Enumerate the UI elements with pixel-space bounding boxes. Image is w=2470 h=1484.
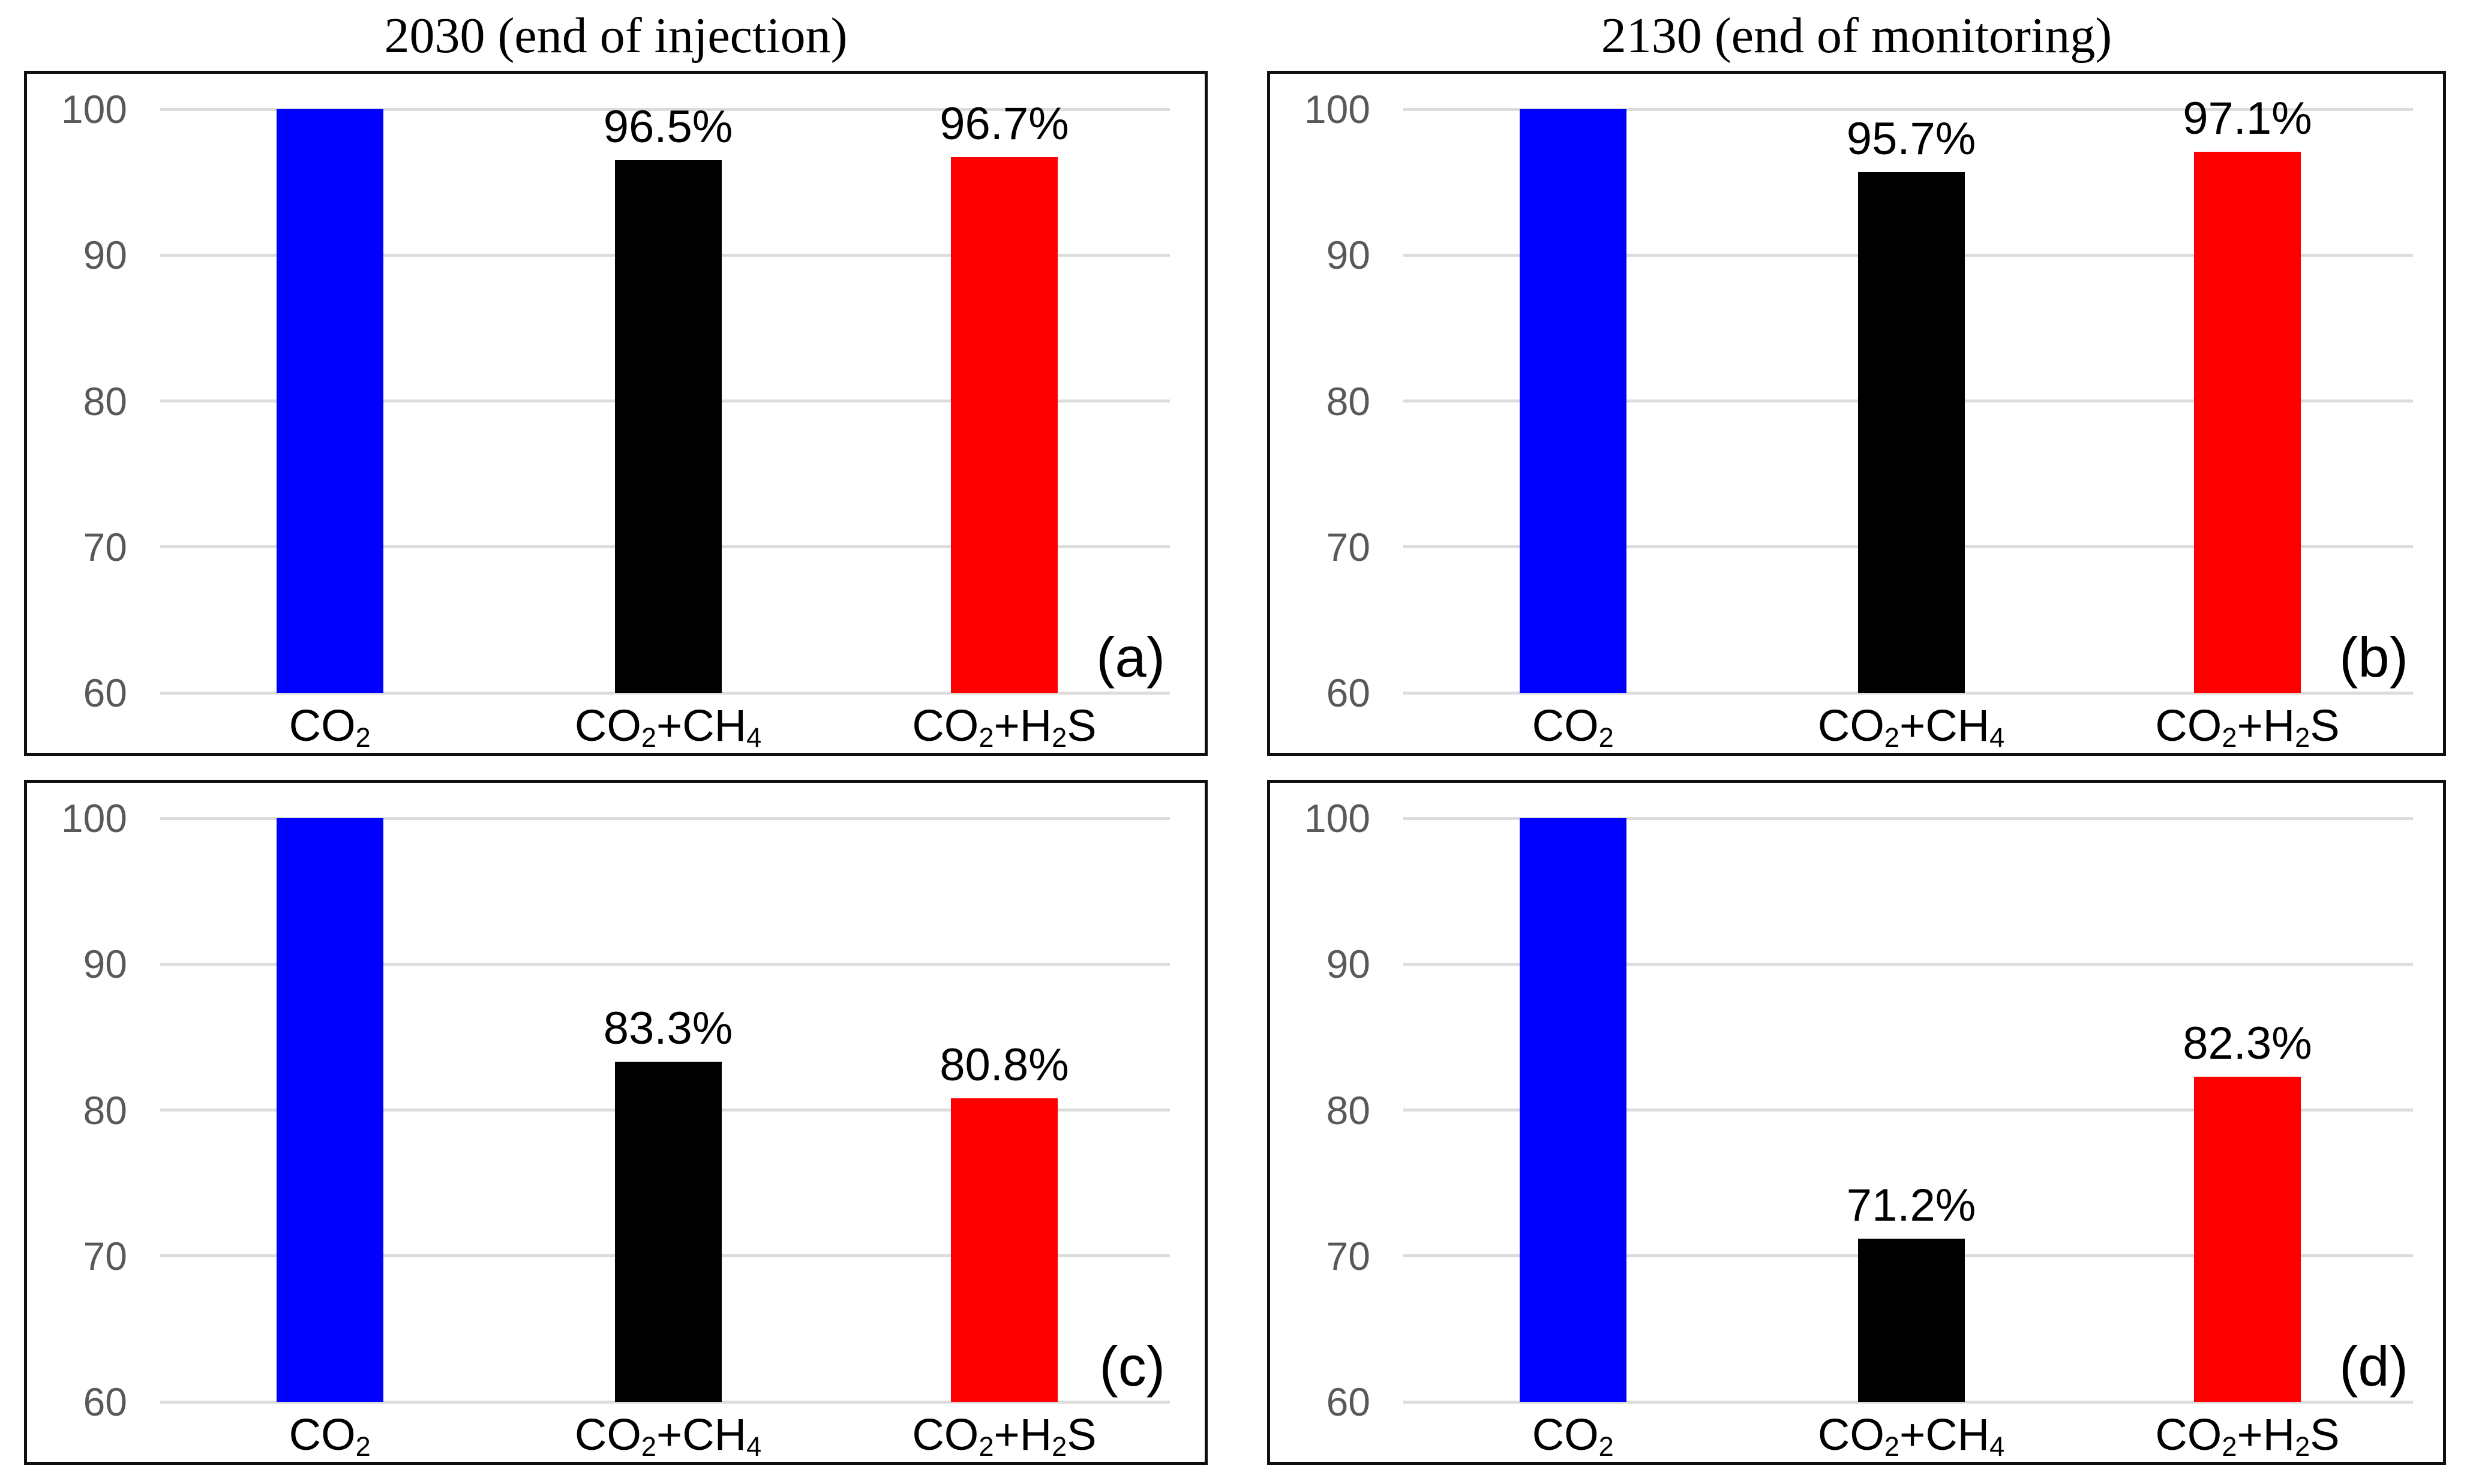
gridline bbox=[1403, 816, 2413, 820]
chart-panel-a: (a) 100 90 80 70 60 CO2 96.5% CO2+CH4 96.7% CO2+H… bbox=[24, 71, 1208, 756]
y-tick-label: 100 bbox=[1304, 796, 1370, 840]
chart-panel-c: (c) 100 90 80 70 60 CO2 83.3% CO2+CH4 80.8% CO2+H… bbox=[24, 780, 1208, 1465]
y-tick-label: 70 bbox=[83, 524, 127, 569]
x-axis-label: CO2+H2S bbox=[2155, 701, 2340, 753]
y-tick-label: 60 bbox=[83, 1380, 127, 1424]
y-tick-label: 90 bbox=[83, 942, 127, 987]
gridline bbox=[160, 691, 1170, 695]
bar-co2-ch4 bbox=[614, 160, 722, 693]
bar-co2 bbox=[276, 109, 383, 693]
gridline bbox=[1403, 1109, 2413, 1112]
right-column-title: 2130 (end of monitoring) bbox=[1601, 8, 2112, 64]
bar-value-label: 83.3% bbox=[603, 1003, 733, 1055]
gridline bbox=[160, 107, 1170, 111]
gridline bbox=[1403, 107, 2413, 111]
bar-co2 bbox=[1519, 109, 1626, 693]
bar-co2-h2s bbox=[2193, 1076, 2301, 1402]
gridline bbox=[160, 816, 1170, 820]
x-axis-label: CO2+CH4 bbox=[1817, 1410, 2005, 1462]
bar-co2-h2s bbox=[950, 157, 1058, 693]
bar-co2-ch4 bbox=[614, 1062, 722, 1402]
x-axis-label: CO2+H2S bbox=[912, 701, 1097, 753]
x-axis-label: CO2+H2S bbox=[2155, 1410, 2340, 1462]
y-tick-label: 90 bbox=[83, 233, 127, 278]
plot-area: (c) 100 90 80 70 60 CO2 83.3% CO2+CH4 80.8% CO2+H… bbox=[61, 798, 1170, 1460]
panel-letter-a: (a) bbox=[1096, 626, 1165, 689]
bar-value-label: 71.2% bbox=[1846, 1179, 1976, 1231]
bar-value-label: 96.7% bbox=[940, 98, 1069, 150]
bar-co2 bbox=[276, 818, 383, 1402]
panel-letter-d: (d) bbox=[2339, 1335, 2408, 1398]
x-axis-label: CO2+CH4 bbox=[1817, 701, 2005, 753]
bar-value-label: 96.5% bbox=[603, 101, 733, 153]
panel-letter-b: (b) bbox=[2339, 626, 2408, 689]
left-column-title: 2030 (end of injection) bbox=[384, 8, 848, 64]
bar-co2-h2s bbox=[2193, 151, 2301, 693]
bar-value-label: 97.1% bbox=[2183, 92, 2312, 144]
bar-value-label: 95.7% bbox=[1846, 113, 1976, 164]
y-tick-label: 60 bbox=[1326, 671, 1370, 715]
y-tick-label: 80 bbox=[83, 378, 127, 423]
y-tick-label: 100 bbox=[1304, 87, 1370, 131]
gridline bbox=[1403, 1400, 2413, 1404]
y-tick-label: 100 bbox=[61, 87, 127, 131]
y-tick-label: 60 bbox=[83, 671, 127, 715]
gridline bbox=[1403, 691, 2413, 695]
x-axis-label: CO2 bbox=[1532, 1410, 1614, 1462]
bar-value-label: 82.3% bbox=[2183, 1017, 2312, 1069]
y-tick-label: 80 bbox=[1326, 1088, 1370, 1132]
gridline bbox=[160, 962, 1170, 966]
bar-co2-ch4 bbox=[1857, 1238, 1965, 1402]
x-axis-label: CO2 bbox=[1532, 701, 1614, 753]
x-axis-label: CO2 bbox=[289, 701, 371, 753]
bar-co2 bbox=[1519, 818, 1626, 1402]
x-axis-label: CO2+CH4 bbox=[574, 701, 762, 753]
y-tick-label: 70 bbox=[1326, 1233, 1370, 1278]
bar-value-label: 80.8% bbox=[940, 1040, 1069, 1091]
chart-panel-d: (d) 100 90 80 70 60 CO2 71.2% CO2+CH4 82.3% CO2+H… bbox=[1267, 780, 2446, 1465]
y-tick-label: 70 bbox=[83, 1233, 127, 1278]
bar-co2-ch4 bbox=[1857, 172, 1965, 693]
x-axis-label: CO2+H2S bbox=[912, 1410, 1097, 1462]
y-tick-label: 90 bbox=[1326, 942, 1370, 987]
gridline bbox=[160, 1400, 1170, 1404]
bar-co2-h2s bbox=[950, 1098, 1058, 1402]
y-tick-label: 90 bbox=[1326, 233, 1370, 278]
gridline bbox=[1403, 962, 2413, 966]
chart-panel-b: (b) 100 90 80 70 60 CO2 95.7% CO2+CH4 97.1% CO2+H… bbox=[1267, 71, 2446, 756]
panel-letter-c: (c) bbox=[1099, 1335, 1165, 1398]
y-tick-label: 60 bbox=[1326, 1380, 1370, 1424]
y-tick-label: 80 bbox=[83, 1088, 127, 1132]
plot-area: (d) 100 90 80 70 60 CO2 71.2% CO2+CH4 82.3% CO2+H… bbox=[1304, 798, 2413, 1460]
y-tick-label: 100 bbox=[61, 796, 127, 840]
y-tick-label: 70 bbox=[1326, 524, 1370, 569]
x-axis-label: CO2 bbox=[289, 1410, 371, 1462]
plot-area: (b) 100 90 80 70 60 CO2 95.7% CO2+CH4 97.1% CO2+H… bbox=[1304, 89, 2413, 751]
x-axis-label: CO2+CH4 bbox=[574, 1410, 762, 1462]
plot-area: (a) 100 90 80 70 60 CO2 96.5% CO2+CH4 96.7% CO2+H… bbox=[61, 89, 1170, 751]
y-tick-label: 80 bbox=[1326, 378, 1370, 423]
